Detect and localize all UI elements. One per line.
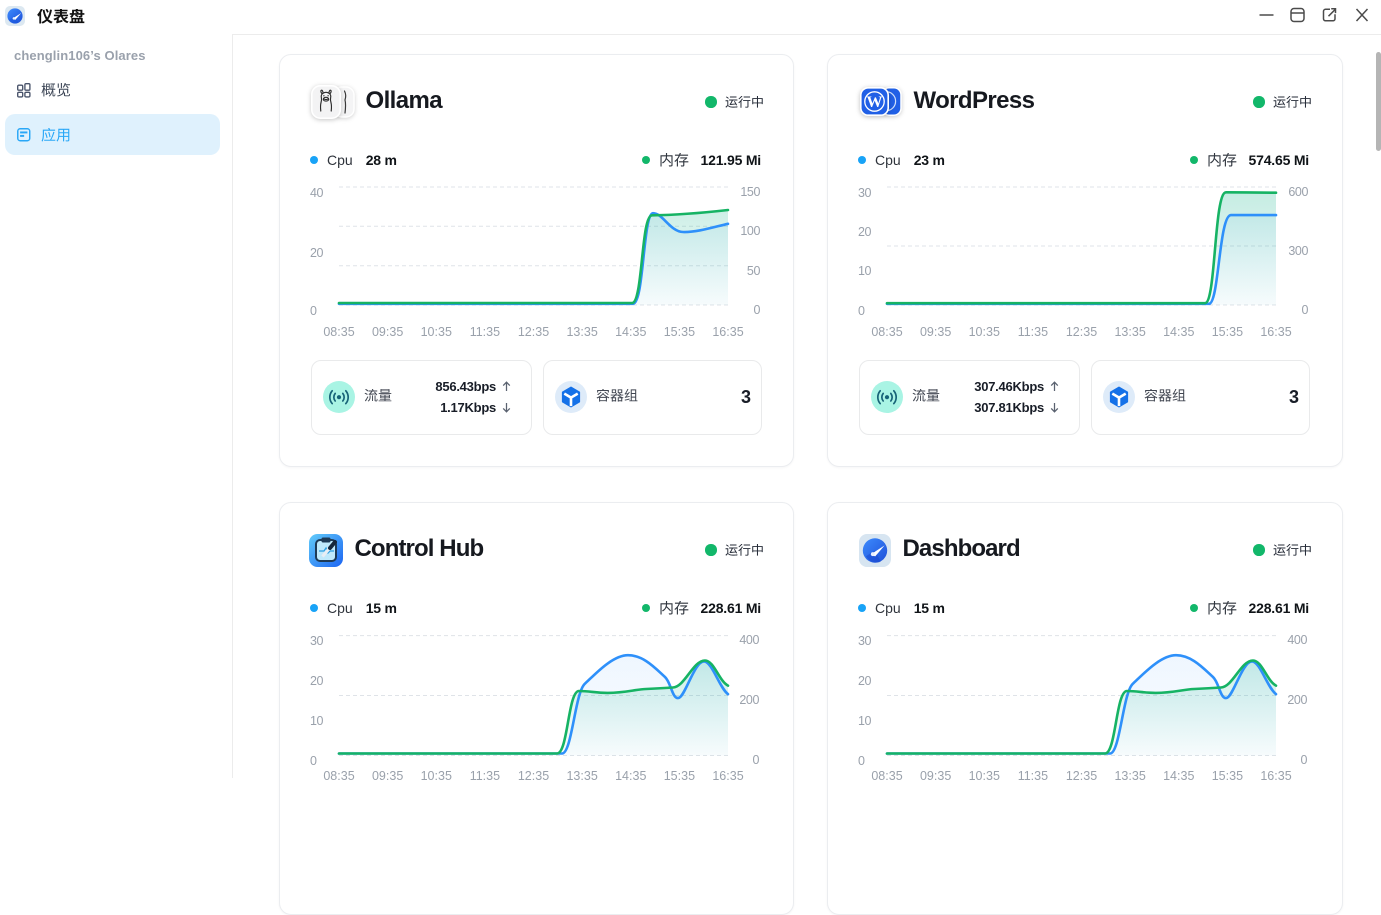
- svg-text:W: W: [867, 94, 883, 111]
